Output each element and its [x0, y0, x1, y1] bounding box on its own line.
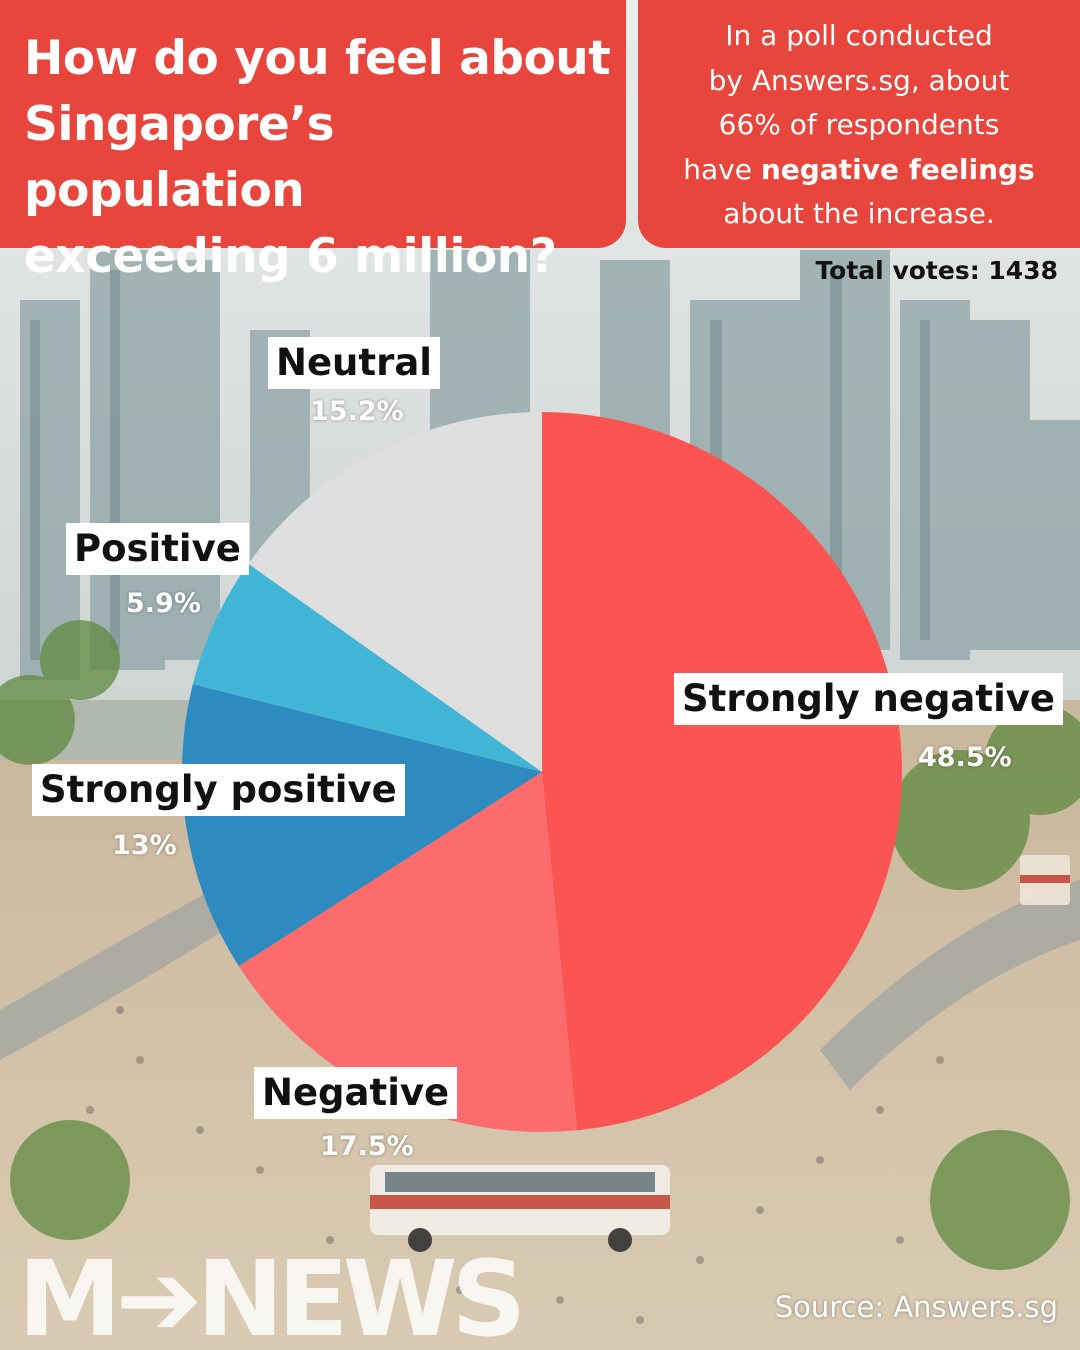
total-votes: Total votes: 1438: [815, 256, 1058, 285]
pie-slice-neutral: [248, 412, 542, 772]
summary-line-4: have negative feelings: [646, 148, 1072, 193]
source-credit: Source: Answers.sg: [774, 1290, 1058, 1324]
summary-line-3: 66% of respondents: [718, 108, 1000, 141]
title-line-3: exceeding 6 million?: [24, 229, 557, 284]
slice-value-neutral: 15.2%: [310, 396, 404, 427]
slice-value-positive: 5.9%: [126, 588, 201, 619]
slice-value-strongly-negative: 48.5%: [918, 742, 1012, 773]
poll-summary-box: In a poll conducted by Answers.sg, about…: [638, 0, 1080, 248]
pie-slice-negative: [238, 772, 577, 1132]
slice-label-negative: Negative: [254, 1067, 458, 1119]
pie-slice-positive: [192, 563, 542, 772]
title-line-2: Singapore’s population: [24, 97, 335, 218]
slice-label-positive: Positive: [66, 523, 249, 575]
pie-slice-strongly-positive: [182, 684, 543, 967]
slice-value-strongly-positive: 13%: [112, 830, 177, 861]
chart-title: How do you feel about Singapore’s popula…: [24, 26, 616, 290]
slice-label-neutral: Neutral: [268, 337, 440, 389]
poll-summary-text: In a poll conducted by Answers.sg, about…: [646, 14, 1072, 237]
slice-label-strongly-positive: Strongly positive: [32, 764, 405, 816]
summary-highlight: negative feelings: [760, 152, 1035, 186]
mnews-logo: M➔NEWS: [18, 1238, 526, 1350]
summary-line-1: In a poll conducted: [725, 19, 993, 52]
pie-slice-strongly-negative: [542, 412, 902, 1131]
summary-line-2: by Answers.sg, about: [708, 63, 1010, 97]
title-line-1: How do you feel about: [24, 31, 611, 86]
slice-label-strongly-negative: Strongly negative: [674, 673, 1063, 725]
summary-line-5: about the increase.: [723, 197, 995, 230]
title-banner: How do you feel about Singapore’s popula…: [0, 0, 626, 284]
summary-line-4-prefix: have: [683, 152, 761, 186]
slice-value-negative: 17.5%: [320, 1131, 414, 1162]
